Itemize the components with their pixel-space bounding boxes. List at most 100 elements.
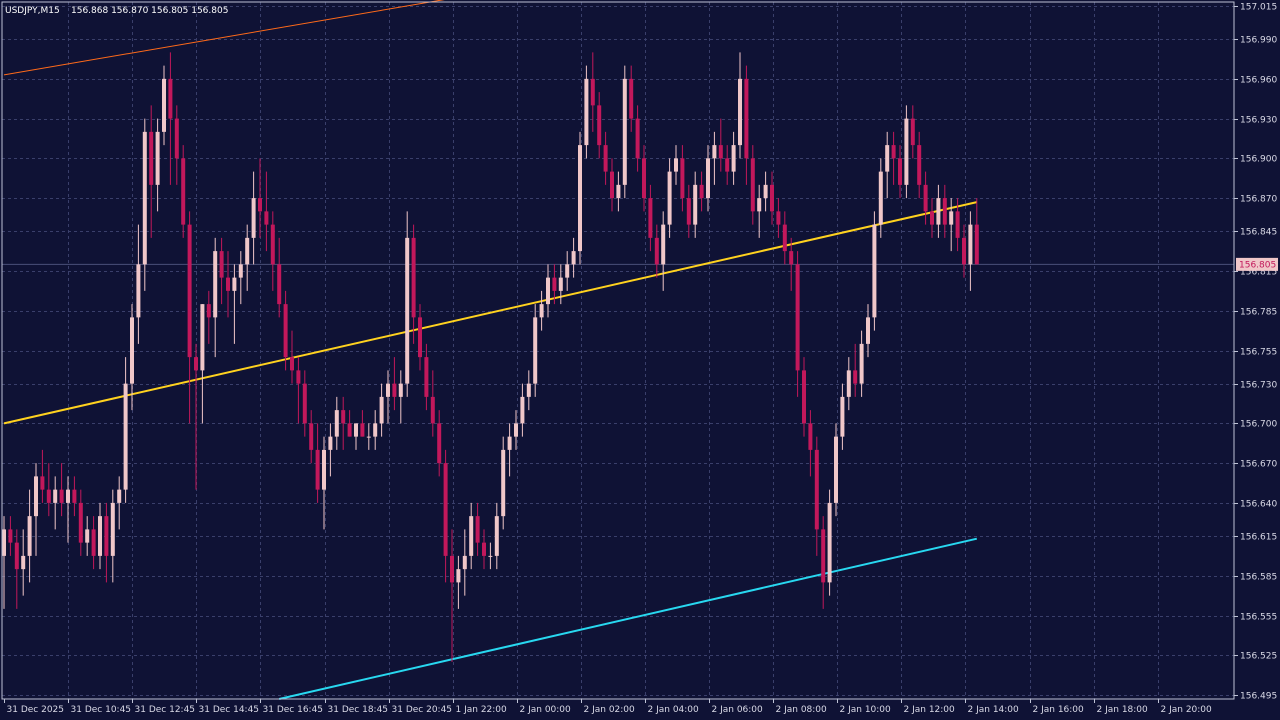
candle-body xyxy=(424,357,429,397)
candle xyxy=(910,105,915,159)
candle-body xyxy=(264,211,269,225)
candle xyxy=(654,224,659,278)
candle xyxy=(501,436,506,530)
candle-body xyxy=(923,184,928,212)
candle-body xyxy=(846,370,851,397)
candle xyxy=(78,489,83,556)
candle-body xyxy=(155,131,160,185)
plot-border xyxy=(1,1,1235,700)
candle-body xyxy=(878,171,883,225)
candle-body xyxy=(680,158,685,199)
candle xyxy=(34,463,38,556)
candle xyxy=(558,264,563,305)
candle-body xyxy=(642,158,646,199)
candle-body xyxy=(706,158,710,199)
candle xyxy=(53,476,58,530)
candle xyxy=(917,131,922,199)
candle xyxy=(674,145,678,185)
candle-body xyxy=(283,304,288,358)
candle-body xyxy=(219,251,224,278)
candle xyxy=(930,198,934,238)
candle xyxy=(526,370,531,411)
x-tick-label: 2 Jan 18:00 xyxy=(1097,705,1149,715)
candle-body xyxy=(98,516,102,556)
candle-body xyxy=(590,78,595,106)
candle xyxy=(430,370,435,437)
x-tick-label: 31 Dec 2025 xyxy=(7,705,65,715)
candle-body xyxy=(891,145,896,159)
candle-body xyxy=(757,198,762,212)
candle xyxy=(936,184,941,238)
y-tick-label: 156.555 xyxy=(1240,613,1277,623)
candle-body xyxy=(610,171,614,199)
candle-body xyxy=(78,502,83,543)
candle xyxy=(270,211,275,291)
candle-body xyxy=(693,184,698,225)
candle xyxy=(238,251,243,305)
y-tick-label: 156.730 xyxy=(1240,381,1277,391)
y-tick-label: 156.615 xyxy=(1240,533,1277,543)
candle-body xyxy=(322,449,326,490)
candle xyxy=(309,410,314,464)
candle-body xyxy=(629,78,634,119)
y-tick-label: 156.585 xyxy=(1240,573,1277,583)
candle xyxy=(629,65,634,132)
trend-line xyxy=(3,0,445,76)
candle xyxy=(539,290,544,331)
y-tick-label: 156.870 xyxy=(1240,195,1277,205)
y-tick-label: 156.640 xyxy=(1240,500,1277,510)
candle-body xyxy=(405,237,410,384)
candle xyxy=(859,330,864,397)
candle-body xyxy=(699,184,704,199)
y-tick-label: 156.670 xyxy=(1240,460,1277,470)
candle xyxy=(891,131,896,185)
candle-body xyxy=(661,224,666,265)
y-tick-label: 156.700 xyxy=(1240,420,1277,430)
candle-body xyxy=(533,317,538,384)
candle xyxy=(731,131,736,185)
y-tick-label: 156.785 xyxy=(1240,308,1277,318)
candle xyxy=(923,171,928,225)
candle xyxy=(776,198,781,238)
candle xyxy=(437,410,442,477)
candle xyxy=(302,370,307,437)
candle xyxy=(686,184,691,238)
candle xyxy=(699,171,704,212)
y-tick-label: 156.495 xyxy=(1240,692,1277,702)
current-price-tag: 156.805 xyxy=(1236,257,1278,271)
current-price-label: 156.805 xyxy=(1239,260,1276,270)
candle xyxy=(962,224,966,278)
candle xyxy=(72,476,77,517)
candle xyxy=(181,145,186,238)
candle-body xyxy=(245,237,250,265)
candle xyxy=(514,410,518,450)
candle-body xyxy=(206,304,211,318)
candle-body xyxy=(430,396,435,424)
candle-body xyxy=(386,383,390,397)
candle xyxy=(661,211,666,291)
candle xyxy=(450,529,454,662)
candle-body xyxy=(802,370,806,424)
candle-body xyxy=(450,555,454,583)
candle-body xyxy=(814,449,819,530)
candle-body xyxy=(776,211,781,225)
candle-body xyxy=(130,317,134,384)
candle xyxy=(66,476,70,543)
candle xyxy=(610,158,614,212)
candle-body xyxy=(347,423,352,437)
y-tick-label: 156.930 xyxy=(1240,116,1277,126)
candle xyxy=(59,463,64,517)
candle-body xyxy=(296,370,301,384)
candle-body xyxy=(571,251,576,265)
candle-body xyxy=(85,529,90,543)
x-tick-label: 31 Dec 14:45 xyxy=(199,705,260,715)
candle-body xyxy=(194,357,198,371)
candle xyxy=(213,237,218,358)
candle-body xyxy=(200,304,205,371)
candle-body xyxy=(34,476,38,517)
candle-body xyxy=(789,251,794,265)
candle xyxy=(104,502,109,583)
